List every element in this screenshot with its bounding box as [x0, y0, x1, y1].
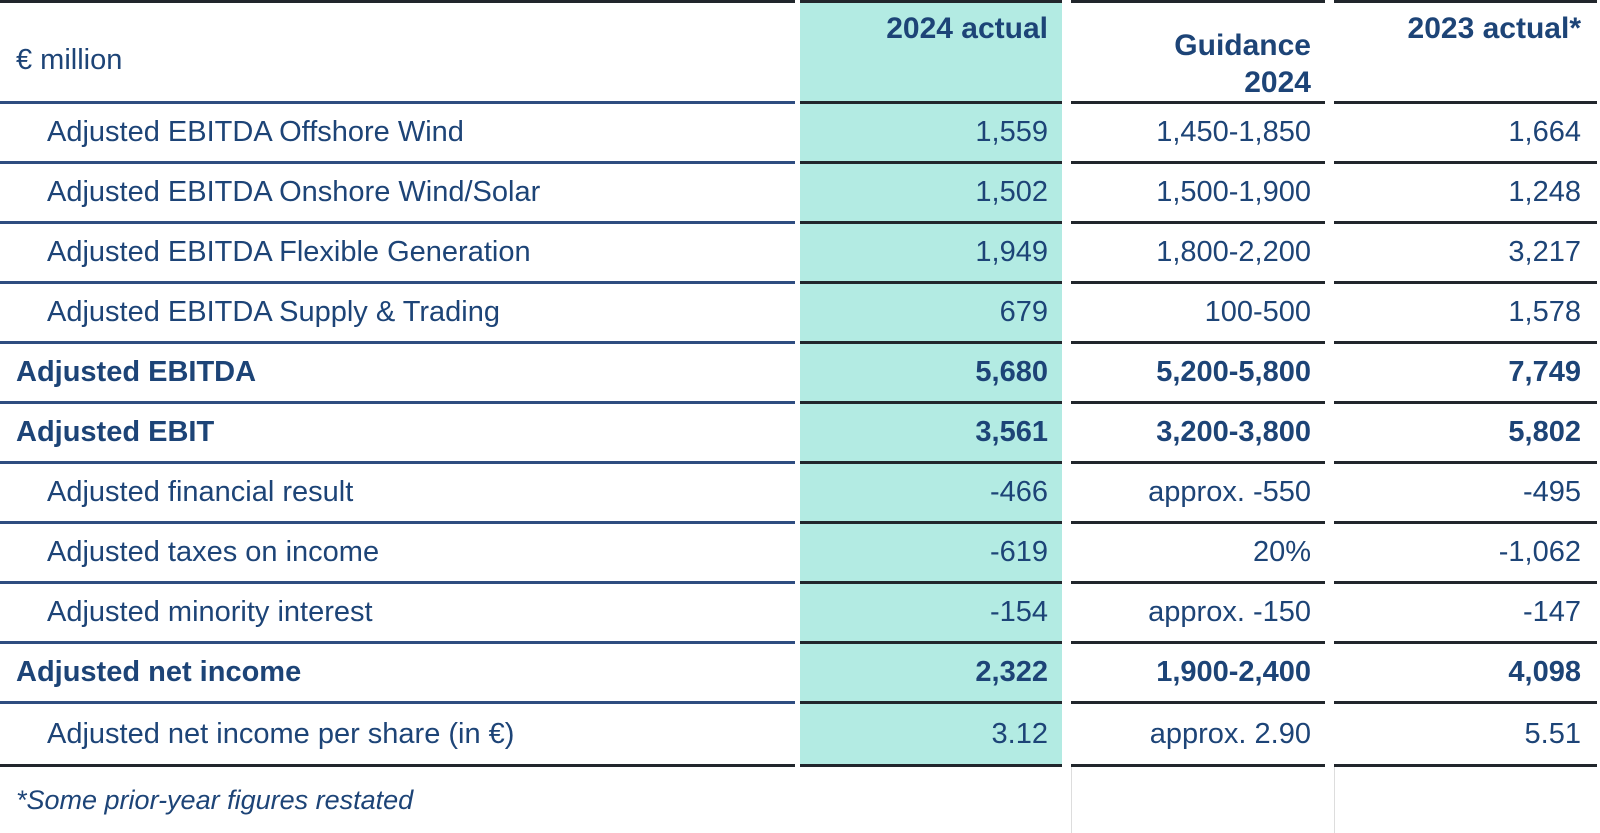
value-2023-actual: 1,664: [1334, 104, 1597, 164]
row-label: Adjusted financial result: [0, 464, 795, 524]
value-guidance-2024: 3,200-3,800: [1071, 404, 1325, 464]
table-row: Adjusted EBITDA Flexible Generation 1,94…: [0, 224, 1597, 284]
footnote-text: *Some prior-year figures restated: [16, 784, 414, 815]
table-row: Adjusted EBITDA Offshore Wind 1,559 1,45…: [0, 104, 1597, 164]
column-header-guidance-2024: Guidance 2024: [1071, 0, 1325, 104]
value-guidance-2024: approx. -550: [1071, 464, 1325, 524]
unit-label: € million: [0, 0, 795, 104]
value-guidance-2024: 100-500: [1071, 284, 1325, 344]
row-label: Adjusted EBIT: [0, 404, 795, 464]
table-row: Adjusted EBITDA Supply & Trading 679 100…: [0, 284, 1597, 344]
value-2024-actual: -154: [800, 584, 1062, 644]
value-2024-actual: 1,949: [800, 224, 1062, 284]
row-label: Adjusted taxes on income: [0, 524, 795, 584]
table-row: Adjusted taxes on income -619 20% -1,062: [0, 524, 1597, 584]
row-label: Adjusted EBITDA Offshore Wind: [0, 104, 795, 164]
value-2023-actual: 7,749: [1334, 344, 1597, 404]
row-label: Adjusted EBITDA Flexible Generation: [0, 224, 795, 284]
value-2023-actual: 4,098: [1334, 644, 1597, 704]
table-row-total: Adjusted net income 2,322 1,900-2,400 4,…: [0, 644, 1597, 704]
value-2024-actual: -619: [800, 524, 1062, 584]
value-2023-actual: -1,062: [1334, 524, 1597, 584]
row-label: Adjusted minority interest: [0, 584, 795, 644]
value-2024-actual: 1,559: [800, 104, 1062, 164]
footnote-row: *Some prior-year figures restated: [0, 767, 1597, 833]
value-guidance-2024: 20%: [1071, 524, 1325, 584]
table-header-row: € million 2024 actual Guidance 2024 2023…: [0, 0, 1597, 104]
value-2023-actual: 5,802: [1334, 404, 1597, 464]
value-2023-actual: 1,578: [1334, 284, 1597, 344]
value-2023-actual: 1,248: [1334, 164, 1597, 224]
value-2024-actual: 679: [800, 284, 1062, 344]
row-label: Adjusted EBITDA Onshore Wind/Solar: [0, 164, 795, 224]
value-2024-actual: 3.12: [800, 704, 1062, 767]
value-guidance-2024: 5,200-5,800: [1071, 344, 1325, 404]
table-row-total: Adjusted EBIT 3,561 3,200-3,800 5,802: [0, 404, 1597, 464]
footnote-spacer-2024: [800, 767, 1062, 833]
footnote-spacer-guidance: [1071, 767, 1325, 833]
value-2023-actual: 3,217: [1334, 224, 1597, 284]
guidance-header-line2: 2024: [1244, 66, 1311, 99]
column-header-2024-actual: 2024 actual: [800, 0, 1062, 104]
value-guidance-2024: 1,800-2,200: [1071, 224, 1325, 284]
row-label: Adjusted EBITDA Supply & Trading: [0, 284, 795, 344]
value-guidance-2024: 1,900-2,400: [1071, 644, 1325, 704]
value-2024-actual: 5,680: [800, 344, 1062, 404]
row-label: Adjusted net income per share (in €): [0, 704, 795, 767]
row-label: Adjusted net income: [0, 644, 795, 704]
value-guidance-2024: approx. -150: [1071, 584, 1325, 644]
table-row: Adjusted EBITDA Onshore Wind/Solar 1,502…: [0, 164, 1597, 224]
value-2023-actual: -147: [1334, 584, 1597, 644]
table-row-total: Adjusted EBITDA 5,680 5,200-5,800 7,749: [0, 344, 1597, 404]
table-row: Adjusted minority interest -154 approx. …: [0, 584, 1597, 644]
value-guidance-2024: 1,450-1,850: [1071, 104, 1325, 164]
footnote-spacer-2023: [1334, 767, 1597, 833]
value-2024-actual: -466: [800, 464, 1062, 524]
value-2024-actual: 3,561: [800, 404, 1062, 464]
table-row: Adjusted net income per share (in €) 3.1…: [0, 704, 1597, 767]
row-label: Adjusted EBITDA: [0, 344, 795, 404]
value-guidance-2024: 1,500-1,900: [1071, 164, 1325, 224]
table-row: Adjusted financial result -466 approx. -…: [0, 464, 1597, 524]
value-guidance-2024: approx. 2.90: [1071, 704, 1325, 767]
value-2024-actual: 1,502: [800, 164, 1062, 224]
value-2023-actual: 5.51: [1334, 704, 1597, 767]
value-2023-actual: -495: [1334, 464, 1597, 524]
column-header-2023-actual: 2023 actual*: [1334, 0, 1597, 104]
guidance-header-line1: Guidance: [1174, 29, 1311, 62]
value-2024-actual: 2,322: [800, 644, 1062, 704]
